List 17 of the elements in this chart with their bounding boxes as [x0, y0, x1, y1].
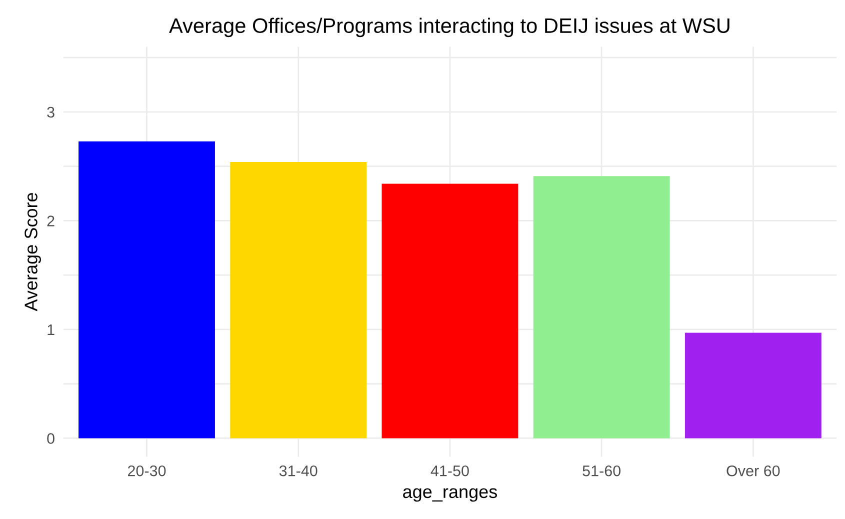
- x-tick-label: 20-30: [128, 465, 166, 476]
- x-axis-title: age_ranges: [403, 488, 497, 502]
- bar: [684, 332, 822, 438]
- y-tick-label: 1: [48, 324, 54, 336]
- y-tick-label: 0: [47, 433, 54, 444]
- x-tick-label: 31-40: [279, 465, 318, 476]
- bar: [382, 184, 518, 438]
- y-tick-label: 2: [47, 216, 54, 226]
- y-tick-label: 3: [47, 106, 54, 118]
- y-axis-title: Average Score: [24, 192, 41, 312]
- x-tick-label: 41-50: [430, 465, 469, 476]
- chart-title: Average Offices/Programs interacting to DEIJ issues at WSU: [169, 18, 730, 38]
- x-tick-label: 51-60: [582, 465, 621, 476]
- bar: [78, 141, 215, 438]
- bar: [230, 162, 367, 438]
- bar: [533, 176, 670, 438]
- x-tick-label: Over 60: [726, 465, 780, 476]
